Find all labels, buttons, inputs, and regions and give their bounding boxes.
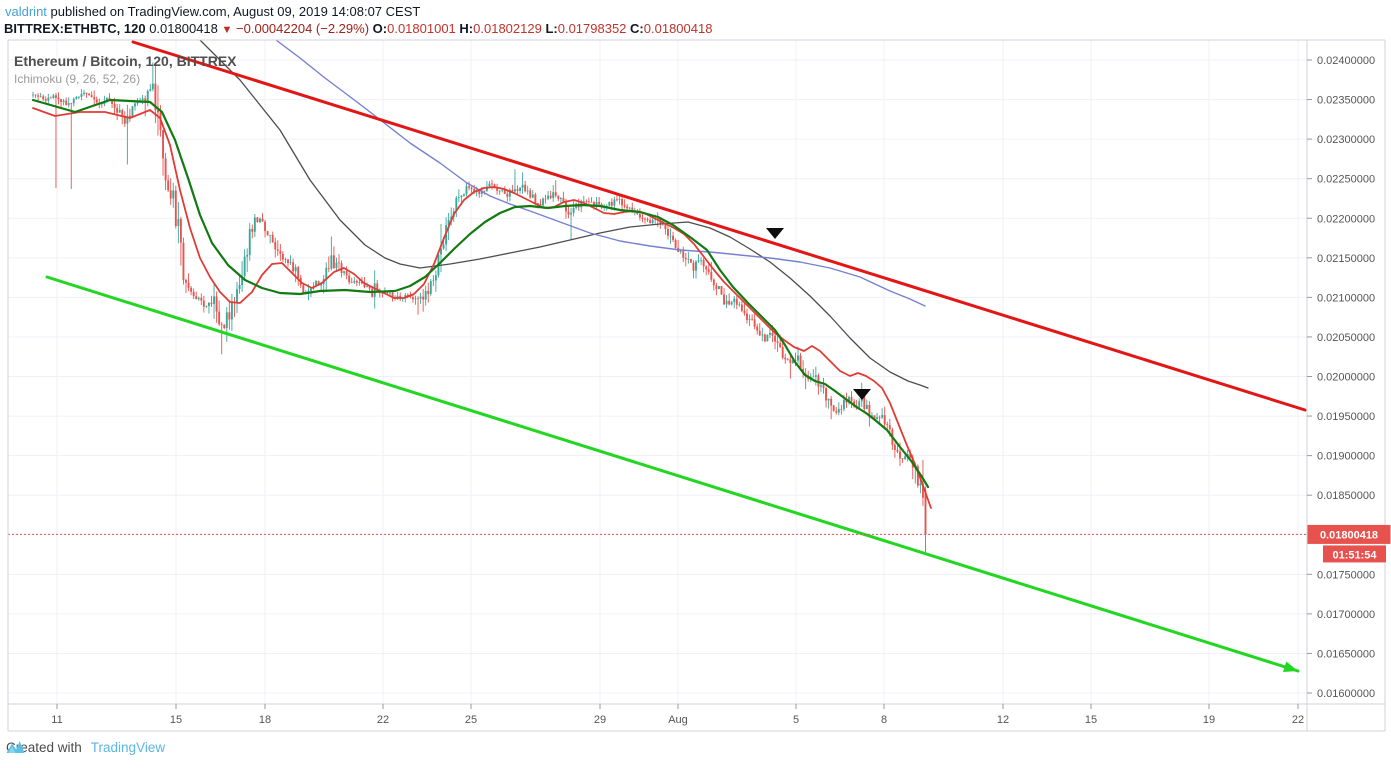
high-value: 0.01802129: [473, 21, 542, 36]
direction-down-icon: ▼: [221, 24, 233, 36]
triangle-down-marker[interactable]: [853, 389, 871, 400]
price-tick-label: 0.01600000: [1317, 688, 1375, 700]
price-tick-label: 0.02100000: [1317, 292, 1375, 304]
price-tick-label: 0.01750000: [1317, 569, 1375, 581]
time-scale[interactable]: 11 15 18 22 25 29 Aug 5 8 12 15 19 22: [51, 704, 1304, 726]
open-value: 0.01801001: [387, 21, 456, 36]
low-value: 0.01798352: [557, 21, 627, 36]
time-tick-label: 22: [1292, 714, 1304, 726]
price-tick-label: 0.02250000: [1317, 174, 1375, 186]
byline-text: published on TradingView.com, August 09,…: [46, 4, 421, 19]
time-tick-label: 8: [881, 714, 887, 726]
high-label: H:: [459, 21, 474, 36]
lower-support-trendline[interactable]: [45, 275, 1300, 673]
countdown-badge: 01:51:54: [1323, 545, 1386, 563]
upper-resistance-trendline[interactable]: [131, 40, 1307, 412]
open-label: O:: [372, 21, 388, 36]
ichimoku-red-line: [32, 107, 932, 509]
price-tick-label: 0.01850000: [1317, 490, 1375, 502]
countdown-badge-text: 01:51:54: [1332, 549, 1377, 561]
time-tick-label: 12: [997, 714, 1009, 726]
price-tick-label: 0.02050000: [1317, 332, 1375, 344]
time-tick-label: 25: [465, 714, 477, 726]
created-with-text: Created with: [6, 740, 82, 755]
trendline-arrowhead-icon: [1282, 661, 1298, 673]
price-scale[interactable]: 0.02400000 0.02350000 0.02300000 0.02250000…: [1307, 55, 1375, 700]
price-tick-label: 0.02150000: [1317, 253, 1375, 265]
price-change: −0.00042204 (−2.29%): [236, 21, 370, 36]
current-price-badge-text: 0.01800418: [1320, 529, 1378, 541]
ichimoku-gray-line: [199, 40, 929, 389]
footer-attribution: Created with TradingView: [6, 740, 165, 755]
author-link[interactable]: valdrint: [5, 4, 47, 19]
price-tick-label: 0.02000000: [1317, 372, 1375, 384]
low-label: L:: [545, 21, 558, 36]
pane-title-symbol[interactable]: Ethereum / Bitcoin, 120, BITTREX: [14, 53, 237, 69]
price-tick-label: 0.02400000: [1317, 55, 1375, 67]
time-tick-label: 19: [1203, 714, 1215, 726]
time-tick-label: 15: [170, 714, 182, 726]
triangle-down-marker[interactable]: [766, 228, 784, 239]
pane-legend[interactable]: Ethereum / Bitcoin, 120, BITTREX Ichimok…: [14, 51, 237, 89]
pane-title-indicator[interactable]: Ichimoku (9, 26, 52, 26): [14, 72, 141, 87]
gridlines: [8, 40, 1307, 704]
time-tick-label: Aug: [668, 714, 688, 726]
close-value: 0.01800418: [643, 21, 713, 36]
ichimoku-green-line: [31, 98, 930, 489]
time-tick-label: 5: [793, 714, 799, 726]
last-price: 0.01800418: [149, 21, 218, 36]
tradingview-brand-text[interactable]: TradingView: [90, 740, 166, 755]
price-tick-label: 0.01700000: [1317, 609, 1375, 621]
close-label: C:: [630, 21, 644, 36]
price-tick-label: 0.01650000: [1317, 648, 1375, 660]
time-tick-label: 15: [1085, 714, 1097, 726]
byline: valdrint published on TradingView.com, A…: [5, 4, 420, 19]
symbol-status-line: BITTREX:ETHBTC, 120 0.01800418 ▼ −0.0004…: [4, 21, 712, 36]
time-tick-label: 11: [51, 714, 62, 726]
chart-pane[interactable]: [8, 40, 1307, 704]
time-tick-label: 22: [377, 714, 389, 726]
price-tick-label: 0.02350000: [1317, 95, 1375, 107]
symbol-name[interactable]: BITTREX:ETHBTC, 120: [4, 21, 146, 36]
price-tick-label: 0.02300000: [1317, 134, 1375, 146]
price-tick-label: 0.01900000: [1317, 451, 1375, 463]
time-tick-label: 18: [259, 714, 271, 726]
time-tick-label: 29: [594, 714, 606, 726]
current-price-badge: 0.01800418: [1307, 524, 1391, 544]
price-tick-label: 0.01950000: [1317, 411, 1375, 423]
price-tick-label: 0.02200000: [1317, 213, 1375, 225]
pane-borders: [7, 39, 1386, 732]
